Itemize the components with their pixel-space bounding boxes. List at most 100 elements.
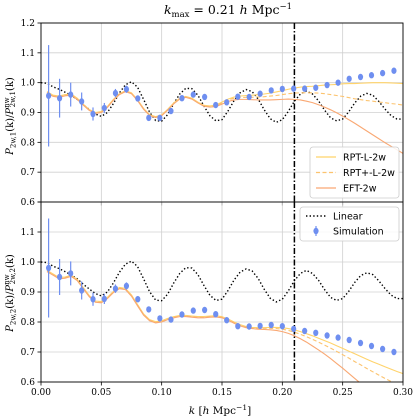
simulation-point — [79, 287, 85, 294]
series-rpt-l-2w-line — [46, 82, 403, 118]
simulation-point — [257, 90, 263, 97]
plot-area — [41, 23, 403, 202]
simulation-point — [357, 339, 364, 347]
simulation-point — [246, 323, 252, 330]
simulation-point — [235, 323, 241, 330]
y-tick-label: 0.6 — [21, 198, 36, 208]
y-tick-label: 0.9 — [21, 109, 36, 119]
simulation-point — [324, 81, 330, 89]
simulation-point — [79, 98, 85, 105]
simulation-point — [190, 91, 196, 98]
simulation-point — [112, 89, 119, 97]
simulation-point — [346, 75, 352, 82]
x-tick-label: 0.20 — [272, 388, 292, 398]
chart-title: kmax = 0.21 h Mpc−1 — [164, 2, 292, 20]
simulation-point — [101, 104, 107, 112]
simulation-point — [123, 86, 130, 93]
simulation-point — [90, 110, 96, 118]
y-tick-label: 0.8 — [21, 318, 36, 328]
simulation-point — [368, 72, 375, 79]
simulation-point — [368, 342, 375, 350]
legend-entry-simulation: Simulation — [313, 226, 384, 238]
simulation-point — [135, 95, 141, 102]
simulation-point — [257, 322, 263, 330]
x-tick-label: 0.00 — [31, 388, 51, 398]
x-tick-label: 0.15 — [212, 388, 232, 398]
x-axis-label: k [h Mpc−1] — [189, 403, 251, 417]
legend-label: RPT-L-2w — [343, 153, 386, 164]
series-rpt-l-2w-line — [46, 270, 394, 382]
y-tick-label: 1.1 — [21, 49, 35, 59]
simulation-point — [279, 85, 285, 93]
legend-entry-rpt-l-2w: RPT+-L-2w — [316, 168, 395, 179]
y-tick-label: 1.0 — [21, 79, 36, 89]
simulation-point — [324, 332, 330, 339]
legend-label: Linear — [333, 212, 363, 223]
x-tick-label: 0.25 — [333, 388, 353, 398]
legend-entry-rpt-l-2w: RPT-L-2w — [316, 153, 386, 164]
simulation-point — [302, 327, 308, 335]
y-axis-label-top: P2w,1(k)/Pnw2w,1(k) — [3, 77, 18, 156]
simulation-point — [213, 311, 219, 318]
y-tick-label: 0.9 — [21, 288, 36, 298]
x-tick-label: 0.10 — [152, 388, 172, 398]
simulation-point — [313, 329, 319, 336]
simulation-point — [179, 94, 185, 102]
y-tick-label: 0.6 — [21, 378, 36, 388]
simulation-point — [335, 334, 341, 341]
legend-label: Simulation — [333, 227, 384, 238]
simulation-point — [56, 94, 63, 102]
simulation-point — [202, 306, 208, 314]
series-linear-line — [41, 260, 403, 303]
simulation-point — [46, 264, 52, 272]
legend-bottom: Linear Simulation — [299, 206, 400, 242]
simulation-point — [123, 282, 130, 290]
legend-label: EFT-2w — [343, 184, 377, 195]
legend-marker-point — [313, 227, 319, 235]
simulation-point — [213, 101, 219, 109]
simulation-point — [157, 315, 163, 322]
simulation-point — [235, 93, 241, 100]
simulation-point — [291, 325, 297, 333]
x-tick-label: 0.05 — [91, 388, 111, 398]
simulation-point — [313, 84, 319, 91]
simulation-point — [380, 345, 386, 353]
simulation-point — [157, 114, 163, 122]
simulation-point — [56, 273, 63, 281]
simulation-point — [112, 285, 119, 292]
simulation-point — [135, 296, 141, 303]
plot-area — [41, 202, 403, 382]
y-tick-label: 1.2 — [21, 19, 35, 29]
simulation-point — [268, 87, 274, 94]
simulation-point — [46, 92, 52, 99]
simulation-point — [291, 85, 297, 92]
simulation-point — [246, 93, 252, 101]
simulation-point — [68, 91, 74, 98]
legend-entry-linear: Linear — [306, 212, 363, 223]
simulation-point — [335, 79, 341, 86]
simulation-point — [202, 93, 208, 101]
simulation-point — [279, 323, 285, 330]
simulation-point — [224, 317, 230, 324]
simulation-point — [168, 107, 174, 115]
y-tick-label: 0.7 — [21, 168, 36, 178]
simulation-point — [268, 321, 274, 329]
simulation-point — [302, 85, 308, 92]
simulation-point — [190, 307, 196, 314]
simulation-point — [179, 311, 185, 318]
simulation-point — [146, 306, 152, 313]
simulation-point — [146, 114, 152, 122]
simulation-point — [391, 348, 397, 356]
simulation-point — [346, 336, 352, 344]
y-tick-label: 0.7 — [21, 348, 36, 358]
simulation-point — [68, 270, 74, 277]
simulation-point — [380, 69, 386, 77]
simulation-point — [224, 99, 230, 106]
simulation-point — [90, 296, 96, 303]
x-tick-label: 0.30 — [393, 388, 413, 398]
panel-bottom: 0.6 0.7 0.8 0.9 1.0 1.1 0.00 0.05 0.10 0.15 0.20 0.… — [21, 201, 413, 398]
legend-top: RPT-L-2w RPT+-L-2w EFT-2w — [309, 146, 400, 199]
simulation-point — [101, 295, 107, 303]
legend-entry-eft-2w: EFT-2w — [316, 184, 377, 195]
